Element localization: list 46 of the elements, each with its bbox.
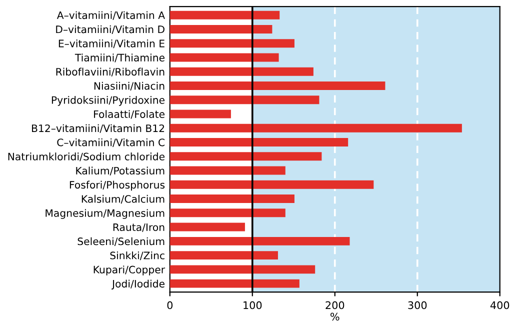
bar xyxy=(170,24,272,34)
y-tick-label: Seleeni/Selenium xyxy=(78,237,164,246)
x-tick-label: 300 xyxy=(408,301,427,310)
bar xyxy=(170,39,294,48)
bar xyxy=(170,236,350,246)
y-tick-label: Rauta/Iron xyxy=(113,224,164,232)
y-tick-label: Riboflaviini/Riboflavin xyxy=(56,68,164,76)
y-tick-label: Niasiini/Niacin xyxy=(94,82,164,91)
y-tick-label: Jodi/Iodide xyxy=(112,280,164,290)
bar xyxy=(170,279,300,288)
x-tick-label: 100 xyxy=(244,301,262,310)
bar xyxy=(170,110,231,118)
y-tick-label: Kalium/Potassium xyxy=(76,166,164,176)
y-tick-label: Kalsium/Calcium xyxy=(82,194,164,204)
bar xyxy=(170,180,374,189)
y-tick-label: D–vitamiini/Vitamin D xyxy=(56,25,164,34)
y-tick-label: E–vitamiini/Vitamin E xyxy=(58,39,164,48)
bar xyxy=(170,152,322,161)
y-tick-label: Pyridoksiini/Pyridoxine xyxy=(52,96,165,106)
bar xyxy=(170,96,320,104)
y-tick-label: Fosfori/Phosphorus xyxy=(70,180,165,191)
bar xyxy=(170,166,286,175)
bar xyxy=(170,81,386,90)
x-tick-label: 400 xyxy=(490,301,510,310)
x-tick-label: 200 xyxy=(326,301,344,310)
x-tick-label: 0 xyxy=(167,301,173,310)
y-tick-label: C–vitamiini/Vitamin C xyxy=(57,138,164,148)
bar xyxy=(170,138,348,146)
y-tick-label: A–vitamiini/Vitamin A xyxy=(56,11,165,20)
bar xyxy=(170,124,462,132)
y-tick-label: Tiamiini/Thiamine xyxy=(74,54,165,62)
y-tick-label: Kupari/Copper xyxy=(94,266,166,276)
y-tick-label: Folaatti/Folate xyxy=(94,110,165,119)
bar xyxy=(170,10,280,20)
bar xyxy=(170,67,314,76)
bar xyxy=(170,194,294,204)
bar xyxy=(170,208,286,218)
y-tick-label: Sinkki/Zinc xyxy=(110,251,164,260)
bar xyxy=(170,53,279,62)
bar xyxy=(170,222,245,232)
y-tick-label: B12–vitamiini/Vitamin B12 xyxy=(32,124,164,133)
bar xyxy=(170,251,278,260)
bar xyxy=(170,265,316,274)
y-tick-label: Natriumkloridi/Sodium chloride xyxy=(8,152,165,162)
y-tick-label: Magnesium/Magnesium xyxy=(46,209,164,219)
x-axis-title: % xyxy=(330,312,340,321)
